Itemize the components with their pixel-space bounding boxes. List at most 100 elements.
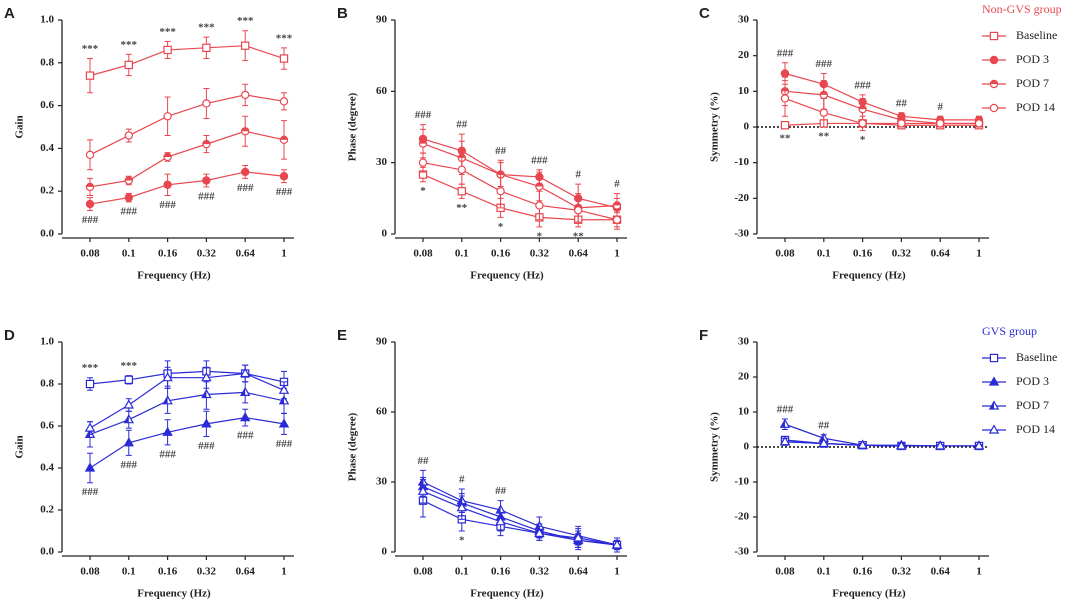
x-tick-label: 0.32 [197, 566, 217, 578]
y-tick-label: -10 [734, 156, 749, 168]
marker [85, 71, 95, 80]
marker [85, 150, 95, 160]
series-line [784, 97, 979, 125]
marker-triangle [611, 539, 623, 549]
marker [936, 119, 945, 128]
marker [858, 119, 867, 128]
y-tick-label: 0.8 [40, 56, 54, 68]
y-tick-label: 0.0 [40, 546, 54, 558]
y-tick-label: 30 [738, 14, 750, 26]
marker [496, 186, 505, 196]
y-tick-label: 20 [738, 371, 750, 383]
marker-half [86, 183, 94, 187]
marker-circle [279, 97, 289, 106]
marker [202, 43, 211, 53]
significance-above: *** [159, 26, 176, 38]
legend-title: GVS group [982, 324, 1037, 338]
series-line [784, 72, 979, 121]
marker-half [613, 201, 621, 206]
significance-below: ### [237, 430, 254, 442]
y-tick-label: 0.0 [40, 228, 54, 240]
series-line [784, 441, 979, 447]
panel: A 0.0 0.2 0.4 0.6 0.8 1.0 0.08 0.1 0.16 0.32 0.64 1 F… [4, 5, 294, 282]
x-tick-label: 0.16 [491, 248, 511, 260]
panel: D 0.0 0.2 0.4 0.6 0.8 1.0 0.08 0.1 0.16 0.32 0.64 1 F… [4, 327, 294, 600]
x-tick-label: 0.1 [455, 248, 469, 260]
marker [418, 158, 428, 167]
marker [974, 119, 984, 128]
marker-triangle [988, 376, 1000, 386]
marker-triangle [278, 418, 290, 428]
significance-above: ### [854, 79, 871, 91]
marker-circle [496, 186, 505, 196]
marker [818, 437, 830, 448]
marker-circle [85, 150, 95, 160]
marker-triangle [857, 439, 868, 449]
x-tick-label: 1 [976, 248, 982, 260]
y-tick-label: 0.6 [40, 420, 54, 432]
marker [780, 121, 790, 130]
x-tick-label: 0.32 [892, 566, 912, 578]
significance-below: * [420, 185, 426, 197]
significance-above: ### [816, 58, 833, 70]
marker-circle [974, 119, 984, 128]
panel-letter: A [4, 5, 15, 22]
marker-circle [612, 215, 622, 224]
marker [896, 440, 907, 450]
panel: E 0 30 60 90 0.08 0.1 0.16 0.32 0.64 1 Frequency (H… [337, 327, 627, 600]
marker-half [780, 419, 785, 428]
y-axis-label: Phase (degree) [347, 412, 359, 481]
legend-marker [989, 353, 999, 363]
marker [456, 502, 468, 512]
marker [819, 108, 829, 117]
marker [897, 119, 906, 128]
marker [418, 139, 428, 148]
x-tick-label: 0.16 [853, 566, 873, 578]
panel: B 0 30 60 90 0.08 0.1 0.16 0.32 0.64 1 Frequency (H… [337, 5, 627, 282]
y-tick-label: 0 [382, 228, 388, 240]
legend-marker [988, 424, 1000, 434]
x-tick-label: 0.08 [80, 248, 100, 260]
significance-below: * [459, 535, 465, 547]
x-tick-label: 0.08 [413, 566, 433, 578]
series-line [89, 94, 285, 156]
marker-circle [202, 99, 211, 108]
marker [123, 414, 135, 424]
marker [241, 41, 250, 50]
marker-half [163, 396, 168, 404]
x-tick-label: 1 [976, 566, 982, 578]
significance-below: ### [276, 186, 293, 198]
y-tick-label: 0 [744, 121, 750, 133]
x-tick-label: 1 [614, 566, 620, 578]
marker-circle [897, 119, 906, 128]
y-tick-label: -20 [734, 511, 749, 523]
legend-label: POD 7 [1016, 76, 1049, 90]
x-axis-label: Frequency (Hz) [137, 588, 211, 600]
marker [973, 440, 985, 450]
y-tick-label: -20 [734, 192, 749, 204]
marker [84, 462, 96, 472]
marker-square [85, 379, 95, 389]
x-tick-label: 0.64 [236, 566, 256, 578]
marker [201, 388, 212, 399]
marker-triangle [417, 485, 429, 495]
marker-circle [240, 90, 250, 100]
significance-above: ## [495, 145, 507, 157]
x-tick-label: 1 [281, 248, 287, 260]
legend-label: POD 3 [1016, 374, 1049, 388]
x-tick-label: 0.08 [775, 248, 795, 260]
marker [279, 97, 289, 106]
significance-below: ### [198, 190, 215, 202]
significance-above: ### [777, 404, 794, 416]
marker [239, 411, 251, 422]
y-tick-label: 0.2 [40, 504, 54, 516]
significance-below: ** [818, 131, 830, 143]
y-tick-label: 60 [376, 85, 388, 97]
marker-triangle [239, 367, 251, 378]
marker [572, 532, 584, 542]
legend-title: Non-GVS group [982, 2, 1062, 16]
x-tick-label: 0.1 [122, 566, 136, 578]
y-tick-label: 0.2 [40, 185, 54, 197]
marker-triangle [162, 426, 173, 436]
y-tick-label: 20 [738, 49, 750, 61]
